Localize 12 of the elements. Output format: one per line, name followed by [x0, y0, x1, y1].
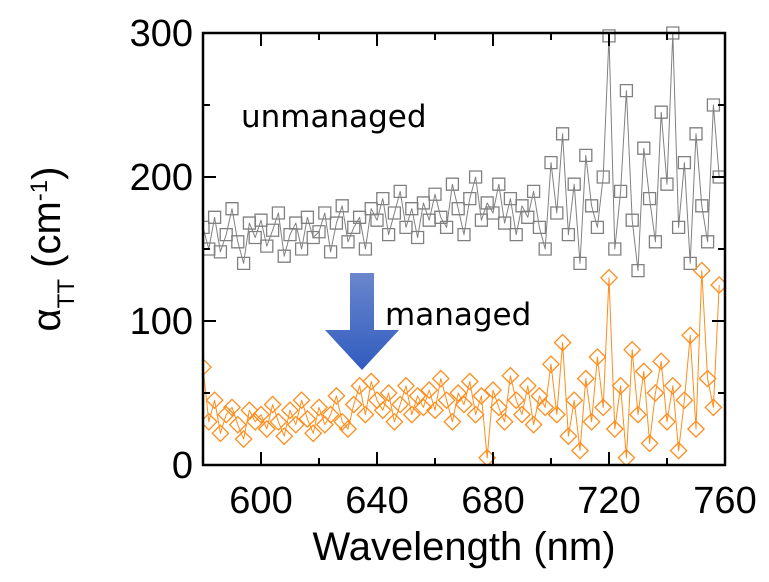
x-tick-label: 640: [345, 480, 409, 522]
y-tick-label: 100: [130, 301, 193, 343]
series-label: managed: [385, 297, 532, 333]
x-axis-title: Wavelength (nm): [312, 525, 616, 569]
x-tick-label: 760: [693, 480, 757, 522]
x-tick-label: 720: [577, 480, 641, 522]
y-tick-label: 200: [130, 157, 193, 199]
x-tick-label: 600: [229, 480, 293, 522]
y-tick-label: 0: [172, 445, 193, 487]
y-tick-label: 300: [130, 13, 193, 55]
series-label: unmanaged: [241, 99, 427, 135]
x-tick-label: 680: [461, 480, 525, 522]
